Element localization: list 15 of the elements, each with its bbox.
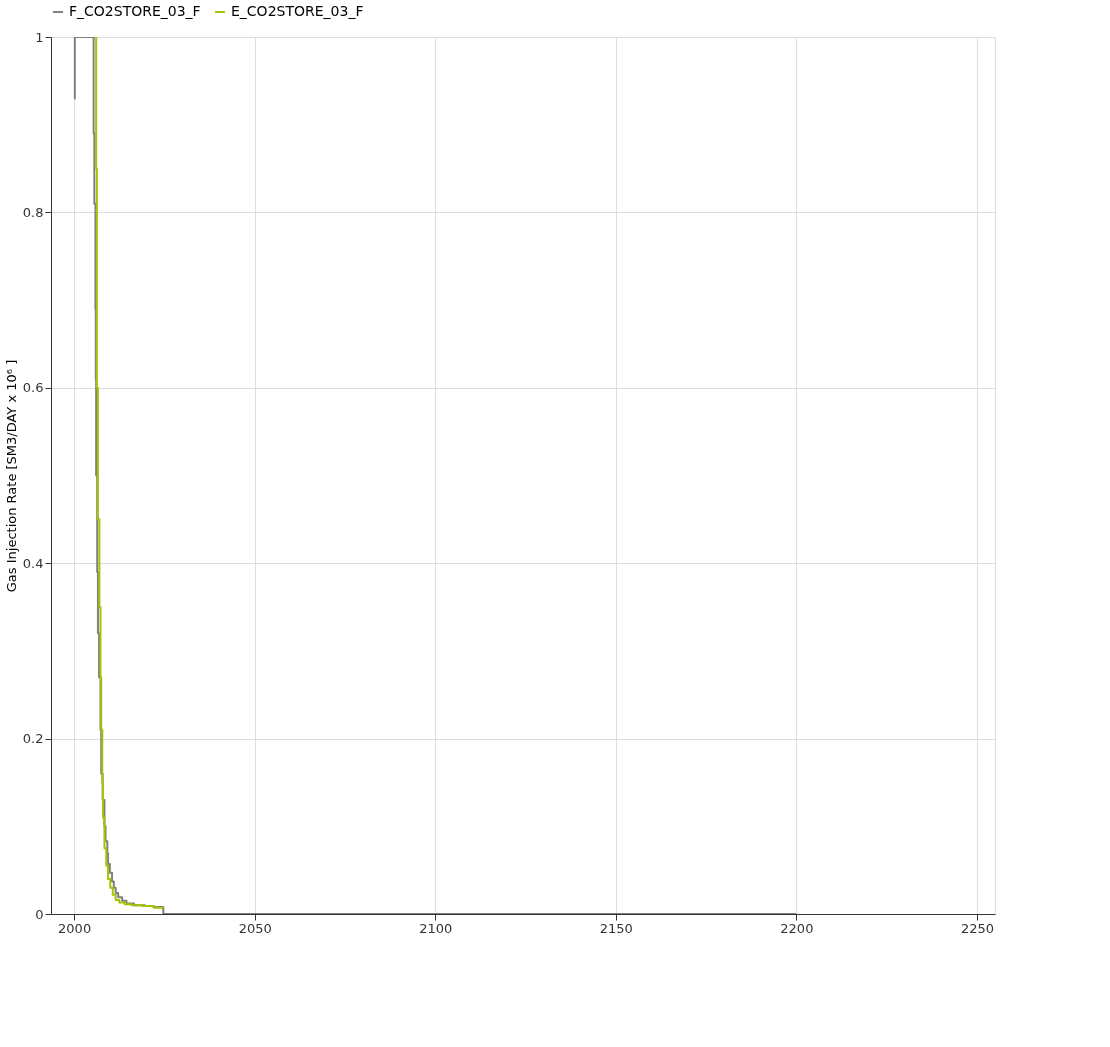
y-tick-label: 0.8 [22,204,44,220]
y-tick-label: 0.2 [22,731,44,747]
y-tick-label: 0 [35,906,44,922]
x-tick-label: 2200 [780,920,814,936]
x-tick-label: 2150 [599,920,633,936]
x-tick-label: 2250 [960,920,994,936]
x-tick-label: 2000 [58,920,92,936]
legend-label: E_CO2STORE_03_F [231,3,364,19]
x-tick-label: 2100 [419,920,453,936]
legend-label: F_CO2STORE_03_F [69,3,201,19]
y-tick-label: 0.6 [22,380,44,396]
y-axis-title: Gas Injection Rate [SM3/DAY x 10⁶ ] [3,359,19,593]
y-tick-label: 1 [35,29,44,45]
x-tick-label: 2050 [238,920,272,936]
y-tick-label: 0.4 [22,555,44,571]
